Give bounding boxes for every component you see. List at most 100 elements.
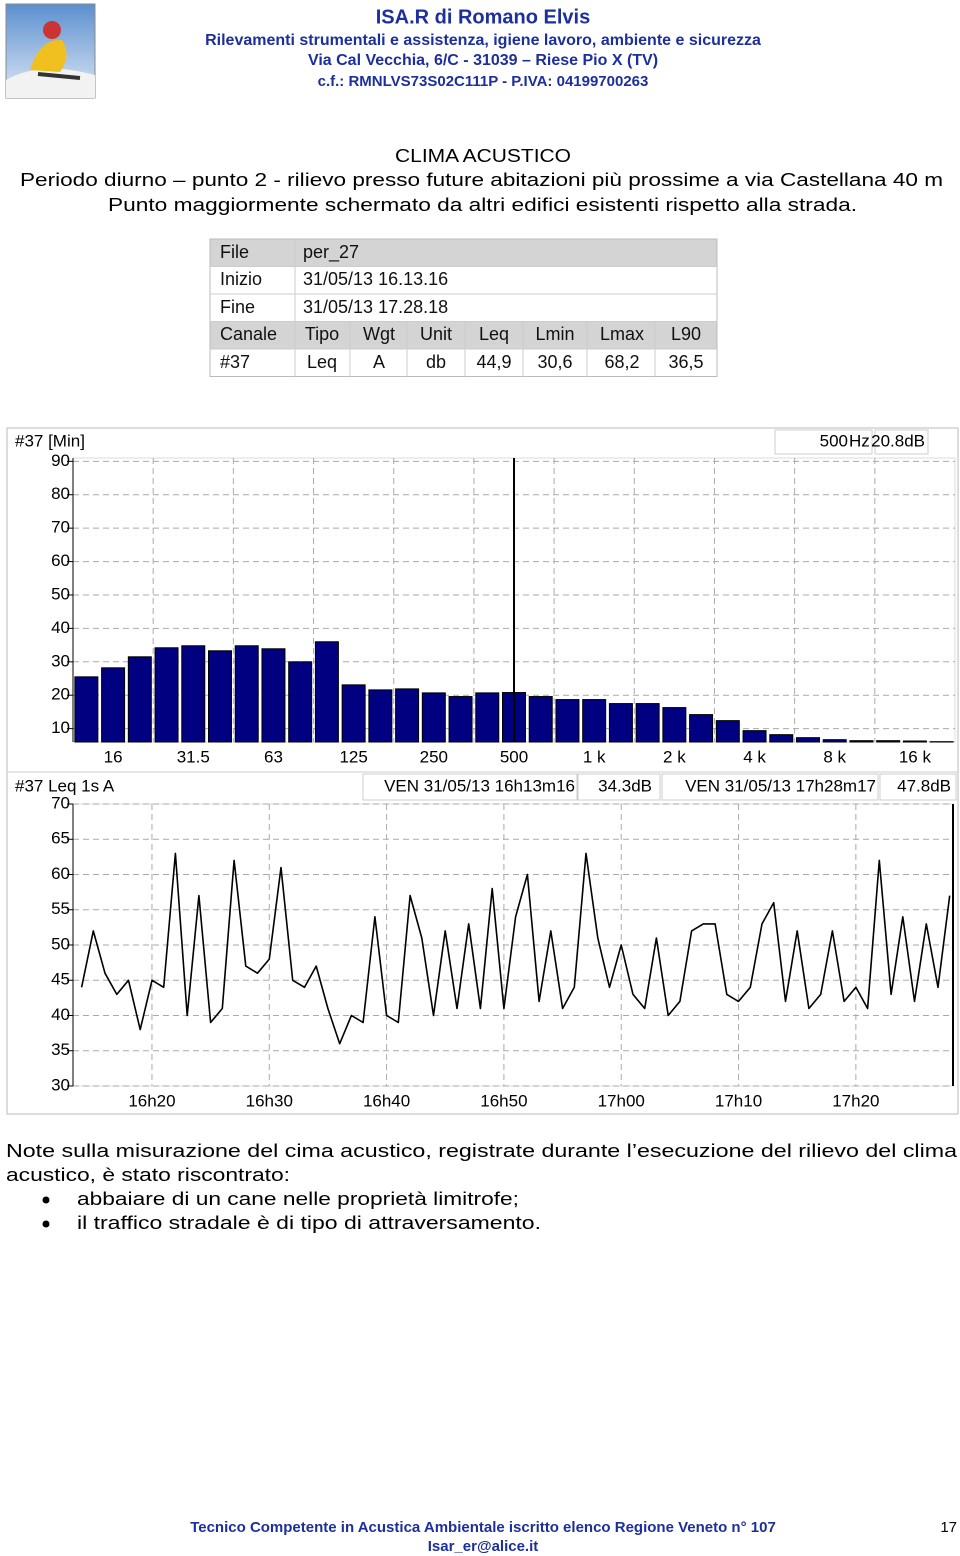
cursor-unit: Hz: [849, 431, 870, 450]
heading: CLIMA ACUSTICO: [395, 146, 571, 166]
bar: [555, 699, 580, 743]
table-cell: Wgt: [363, 324, 395, 344]
line: [80, 852, 951, 1045]
x-tick-label: 17h20: [832, 1091, 879, 1110]
bar: [261, 648, 286, 743]
chart-title: #37 Leq 1s A: [15, 776, 115, 795]
table-cell: Tipo: [305, 324, 339, 344]
table-cell: Lmax: [600, 324, 644, 344]
bar: [876, 740, 901, 743]
cursor-time: VEN 31/05/13 17h28m17: [685, 776, 876, 795]
table-cell: db: [426, 352, 446, 372]
table-cell: Canale: [220, 324, 277, 344]
x-tick-label: 16h40: [363, 1091, 410, 1110]
bar: [822, 739, 847, 743]
x-tick-label: 16: [104, 747, 123, 766]
x-tick-label: 125: [339, 747, 367, 766]
header-line: Via Cal Vecchia, 6/C - 31039 – Riese Pio…: [308, 52, 658, 69]
bar: [902, 740, 927, 743]
x-tick-label: 31.5: [177, 747, 210, 766]
header-line: Rilevamenti strumentali e assistenza, ig…: [205, 32, 761, 49]
info-table: [209, 238, 718, 377]
bar: [849, 740, 874, 743]
bar: [181, 645, 206, 743]
x-tick-label: 17h00: [598, 1091, 645, 1110]
x-tick-label: 16h30: [246, 1091, 293, 1110]
bar: [528, 696, 553, 743]
x-tick-label: 8 k: [823, 747, 846, 766]
table-border: [209, 238, 718, 377]
table-cell: Leq: [307, 352, 337, 372]
table-cell: 36,5: [668, 352, 703, 372]
y-tick-label: 35: [51, 1040, 70, 1059]
chart-title: #37 [Min]: [15, 431, 85, 450]
table-cell: File: [220, 242, 249, 262]
cursor-time: VEN 31/05/13 16h13m16: [384, 776, 575, 795]
bar: [421, 692, 446, 743]
logo: [5, 3, 96, 99]
bar: [475, 692, 500, 743]
bar: [127, 656, 152, 743]
table-cell: L90: [671, 324, 701, 344]
y-tick-label: 30: [51, 651, 70, 670]
bar: [341, 684, 366, 743]
note: acustico, è stato riscontrato:: [6, 1165, 290, 1185]
y-tick-label: 80: [51, 484, 70, 503]
bullet: [42, 1220, 50, 1228]
bar: [582, 699, 607, 743]
y-tick-label: 30: [51, 1075, 70, 1094]
x-tick-label: 250: [420, 747, 448, 766]
cursor-level: 20.8dB: [871, 431, 925, 450]
bar: [796, 737, 820, 743]
x-tick-label: 16h50: [480, 1091, 527, 1110]
y-tick-label: 20: [51, 685, 70, 704]
footer: Isar_er@alice.it: [428, 1538, 539, 1555]
y-tick-label: 65: [51, 829, 70, 848]
y-tick-label: 40: [51, 1005, 70, 1024]
subtitle: Periodo diurno – punto 2 - rilievo press…: [20, 170, 943, 190]
bar: [208, 650, 232, 743]
header-line: c.f.: RMNLVS73S02C111P - P.IVA: 04199700…: [318, 73, 649, 90]
x-tick-label: 63: [264, 747, 283, 766]
x-tick-label: 1 k: [583, 747, 606, 766]
bar: [368, 689, 393, 743]
table-cell: Inizio: [220, 269, 262, 289]
cursor-level: 47.8dB: [897, 776, 951, 795]
bullet: [42, 1196, 50, 1204]
x-tick-label: 17h10: [715, 1091, 762, 1110]
x-tick-label: 500: [500, 747, 528, 766]
x-tick-label: 4 k: [743, 747, 766, 766]
bar: [715, 720, 740, 743]
table-cell: Unit: [420, 324, 452, 344]
cursor-frequency: 500: [820, 431, 848, 450]
bar: [101, 667, 126, 743]
bar: [288, 661, 313, 743]
y-tick-label: 70: [51, 793, 70, 812]
bullet-text: abbaiare di un cane nelle proprietà limi…: [77, 1189, 519, 1209]
table-cell: per_27: [303, 242, 359, 263]
note: Note sulla misurazione del cima acustico…: [6, 1141, 958, 1161]
cursor-level: 34.3dB: [598, 776, 652, 795]
table-cell: Leq: [479, 324, 509, 344]
footer: Tecnico Competente in Acustica Ambiental…: [190, 1519, 776, 1536]
table-cell: 31/05/13 17.28.18: [303, 297, 448, 317]
x-tick-label: 16h20: [128, 1091, 175, 1110]
bar: [234, 645, 259, 743]
table-cell: Fine: [220, 297, 255, 317]
bar: [395, 688, 420, 743]
y-tick-label: 70: [51, 518, 70, 537]
bar: [662, 707, 687, 743]
y-tick-label: 50: [51, 934, 70, 953]
chart-frame: [6, 427, 959, 1115]
table-cell: 44,9: [476, 352, 511, 372]
table-cell: 68,2: [604, 352, 639, 372]
bar: [314, 641, 339, 743]
bar: [742, 730, 767, 743]
page-number: 17: [940, 1519, 957, 1536]
y-tick-label: 40: [51, 618, 70, 637]
bar: [448, 696, 473, 743]
y-tick-label: 60: [51, 864, 70, 883]
x-tick-label: 2 k: [663, 747, 686, 766]
bar: [689, 714, 714, 743]
